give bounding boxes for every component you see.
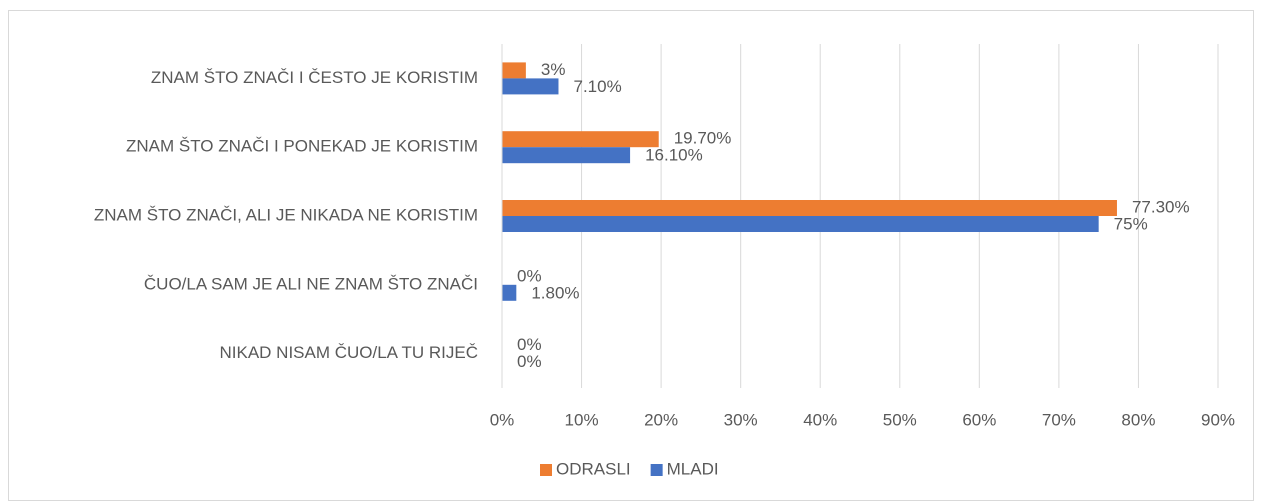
bar	[502, 131, 659, 148]
data-label: 77.30%	[1132, 197, 1190, 216]
data-label: 75%	[1114, 214, 1148, 233]
bar	[502, 284, 517, 301]
x-tick-label: 70%	[1042, 410, 1076, 429]
x-tick-label: 30%	[724, 410, 758, 429]
data-label: 3%	[541, 60, 566, 79]
bar	[502, 216, 1099, 232]
y-tick-label: ZNAM ŠTO ZNAČI I PONEKAD JE KORISTIM	[126, 137, 478, 156]
data-label: 0%	[517, 266, 542, 285]
x-tick-label: 50%	[883, 410, 917, 429]
data-label: 0%	[517, 352, 542, 371]
x-tick-label: 40%	[803, 410, 837, 429]
y-tick-label: ZNAM ŠTO ZNAČI, ALI JE NIKADA NE KORISTI…	[94, 205, 478, 224]
legend-swatch	[650, 464, 663, 476]
y-tick-label: ZNAM ŠTO ZNAČI I ČESTO JE KORISTIM	[151, 68, 478, 87]
x-tick-label: 10%	[565, 410, 599, 429]
bar	[502, 62, 526, 79]
x-tick-label: 60%	[962, 410, 996, 429]
bar	[502, 147, 631, 164]
data-label: 16.10%	[645, 146, 703, 165]
legend-label: ODRASLI	[556, 459, 631, 478]
chart-border	[8, 10, 1254, 501]
x-tick-label: 0%	[490, 410, 515, 429]
x-tick-label: 90%	[1201, 410, 1235, 429]
legend-swatch	[540, 464, 552, 476]
data-label: 0%	[517, 335, 542, 354]
bar	[502, 78, 559, 95]
y-tick-label: NIKAD NISAM ČUO/LA TU RIJEČ	[219, 343, 478, 362]
legend-label: MLADI	[667, 459, 719, 478]
y-tick-label: ČUO/LA SAM JE ALI NE ZNAM ŠTO ZNAČI	[144, 274, 478, 293]
data-label: 7.10%	[573, 77, 621, 96]
bar	[502, 200, 1117, 216]
data-label: 1.80%	[531, 283, 579, 302]
data-label: 19.70%	[674, 129, 732, 148]
x-tick-label: 80%	[1121, 410, 1155, 429]
x-tick-label: 20%	[644, 410, 678, 429]
